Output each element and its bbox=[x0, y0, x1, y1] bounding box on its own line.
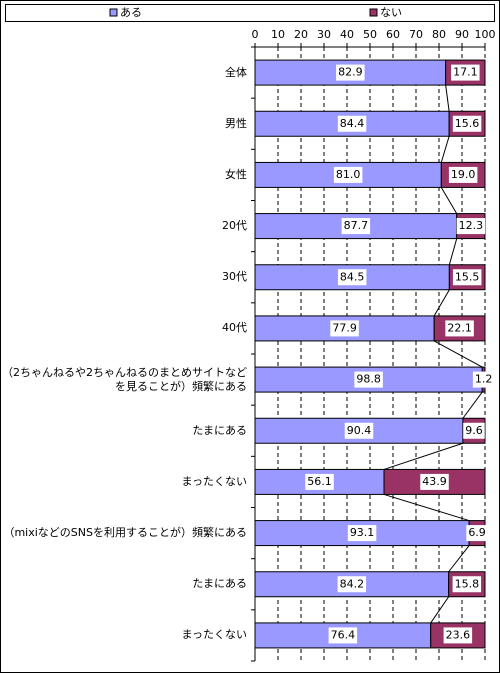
value-label: 98.8 bbox=[356, 373, 381, 386]
value-label: 76.4 bbox=[331, 628, 356, 641]
category-label: 40代 bbox=[222, 321, 247, 335]
series-line bbox=[383, 493, 470, 522]
value-label: 90.4 bbox=[347, 424, 372, 437]
value-label: 82.9 bbox=[338, 66, 363, 79]
value-label-bg bbox=[445, 320, 474, 337]
value-label: 87.7 bbox=[344, 219, 369, 232]
x-tick-label: 20 bbox=[294, 28, 308, 41]
value-label: 22.1 bbox=[447, 321, 472, 334]
legend-label: ある bbox=[120, 6, 142, 19]
value-label-bg bbox=[456, 218, 486, 235]
value-label: 17.1 bbox=[453, 66, 478, 79]
category-label: まったくない bbox=[181, 474, 247, 488]
value-label: 19.0 bbox=[451, 168, 476, 181]
value-label: 81.0 bbox=[336, 168, 361, 181]
x-tick-label: 0 bbox=[252, 28, 259, 41]
value-label: 15.6 bbox=[455, 117, 480, 130]
value-label: 84.5 bbox=[340, 270, 365, 283]
value-label-bg bbox=[451, 64, 480, 81]
bar-segment bbox=[254, 468, 385, 495]
value-label-bg bbox=[347, 525, 377, 542]
category-label: たまにある bbox=[192, 577, 247, 591]
value-label-bg bbox=[337, 115, 367, 132]
value-label: 93.1 bbox=[350, 526, 375, 539]
series-line bbox=[445, 85, 450, 112]
value-label: 84.2 bbox=[340, 577, 365, 590]
series-line bbox=[448, 238, 458, 265]
value-label-bg bbox=[472, 371, 495, 388]
value-label: 6.9 bbox=[468, 526, 486, 539]
value-label: 23.6 bbox=[446, 628, 471, 641]
series-line bbox=[383, 442, 464, 470]
x-tick-label: 70 bbox=[409, 28, 423, 41]
value-label-bg bbox=[305, 473, 334, 490]
series-line bbox=[462, 391, 483, 419]
value-label-bg bbox=[452, 115, 482, 132]
legend-swatch bbox=[109, 8, 118, 17]
category-label: （2ちゃんねるや2ちゃんねるのまとめサイトなど を見ることが）頻繁にある bbox=[2, 365, 247, 393]
x-tick-label: 30 bbox=[317, 28, 331, 41]
x-tick-label: 100 bbox=[475, 28, 496, 41]
legend-box bbox=[5, 4, 495, 22]
value-label-bg bbox=[420, 473, 449, 490]
value-label: 77.9 bbox=[332, 321, 357, 334]
value-label-bg bbox=[466, 525, 488, 542]
value-label: 9.6 bbox=[465, 424, 483, 437]
value-label-bg bbox=[336, 64, 365, 81]
value-label-bg bbox=[337, 576, 367, 593]
x-tick-label: 10 bbox=[271, 28, 285, 41]
value-label-bg bbox=[463, 422, 485, 439]
category-label: 30代 bbox=[222, 270, 247, 284]
bar-segment bbox=[254, 213, 458, 240]
series-line bbox=[448, 545, 470, 573]
legend-swatch bbox=[369, 8, 378, 17]
value-label-bg bbox=[344, 422, 374, 439]
series-line bbox=[433, 340, 483, 368]
category-label: まったくない bbox=[181, 628, 247, 642]
value-label-bg bbox=[452, 576, 482, 593]
value-label-bg bbox=[333, 166, 363, 183]
category-label: たまにある bbox=[192, 423, 247, 437]
category-label: （mixiなどのSNSを利用することが）頻繁にある bbox=[3, 526, 247, 540]
value-label: 43.9 bbox=[422, 475, 447, 488]
x-tick-label: 90 bbox=[455, 28, 469, 41]
x-tick-label: 60 bbox=[386, 28, 400, 41]
value-label-bg bbox=[448, 166, 478, 183]
series-line bbox=[440, 136, 450, 163]
series-line bbox=[430, 596, 450, 624]
series-line bbox=[440, 187, 458, 214]
value-label-bg bbox=[330, 320, 359, 337]
value-label-bg bbox=[354, 371, 383, 388]
value-label: 15.8 bbox=[455, 577, 480, 590]
value-label: 15.5 bbox=[455, 270, 480, 283]
category-label: 男性 bbox=[225, 116, 247, 130]
x-tick-label: 80 bbox=[432, 28, 446, 41]
category-label: 女性 bbox=[225, 167, 247, 181]
value-label: 1.2 bbox=[475, 373, 493, 386]
category-label: 全体 bbox=[225, 65, 247, 79]
value-label-bg bbox=[337, 269, 367, 286]
category-label: 20代 bbox=[222, 219, 247, 233]
legend-label: ない bbox=[380, 6, 402, 19]
value-label-bg bbox=[328, 627, 358, 644]
x-tick-label: 50 bbox=[363, 28, 377, 41]
value-label-bg bbox=[443, 627, 473, 644]
value-label: 84.4 bbox=[340, 117, 365, 130]
series-line bbox=[433, 289, 450, 317]
value-label-bg bbox=[452, 269, 482, 286]
value-label: 12.3 bbox=[459, 219, 484, 232]
value-label: 56.1 bbox=[307, 475, 332, 488]
x-tick-label: 40 bbox=[340, 28, 354, 41]
value-label-bg bbox=[341, 218, 371, 235]
